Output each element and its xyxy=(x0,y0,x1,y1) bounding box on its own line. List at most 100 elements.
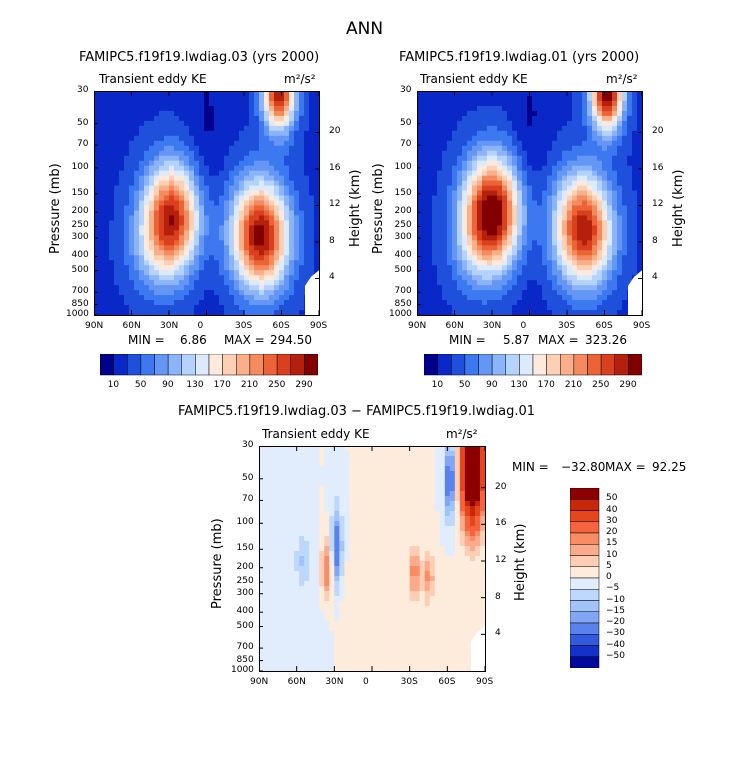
field-cell xyxy=(279,636,285,642)
field-cell xyxy=(339,546,345,552)
field-cell xyxy=(612,270,618,276)
field-cell xyxy=(104,185,110,192)
field-cell xyxy=(432,135,438,142)
field-cell xyxy=(284,190,290,197)
field-cell xyxy=(637,130,643,137)
field-cell xyxy=(229,250,235,256)
field-cell xyxy=(299,471,305,477)
field-cell xyxy=(269,180,275,187)
field-cell xyxy=(607,140,613,147)
field-cell xyxy=(184,165,190,172)
field-cell xyxy=(432,195,438,202)
field-cell xyxy=(522,235,528,241)
field-cell xyxy=(309,220,315,226)
field-cell xyxy=(244,290,250,296)
field-cell xyxy=(537,290,543,296)
field-cell xyxy=(567,225,573,231)
field-cell xyxy=(234,100,240,107)
field-cell xyxy=(427,300,433,306)
field-cell xyxy=(304,205,310,212)
field-cell xyxy=(269,170,275,177)
field-cell xyxy=(294,135,300,142)
field-cell xyxy=(637,185,643,192)
field-cell xyxy=(199,95,205,102)
field-cell xyxy=(339,511,345,517)
field-cell xyxy=(622,95,628,102)
field-cell xyxy=(507,200,513,207)
field-cell xyxy=(602,120,608,127)
field-cell xyxy=(522,215,528,222)
field-cell xyxy=(219,310,225,316)
field-cell xyxy=(309,150,315,157)
field-cell xyxy=(244,200,250,207)
field-cell xyxy=(294,285,300,291)
field-cell xyxy=(567,200,573,207)
field-cell xyxy=(279,220,285,226)
field-cell xyxy=(279,255,285,261)
field-cell xyxy=(124,300,130,306)
field-cell xyxy=(587,280,593,286)
field-cell xyxy=(532,295,538,301)
field-cell xyxy=(179,140,185,147)
field-cell xyxy=(254,190,260,197)
field-cell xyxy=(139,235,145,241)
field-cell xyxy=(437,205,443,212)
field-cell xyxy=(637,145,643,152)
field-cell xyxy=(279,240,285,246)
field-cell xyxy=(417,310,423,316)
field-cell xyxy=(552,250,558,256)
field-cell xyxy=(294,456,300,462)
field-cell xyxy=(427,145,433,152)
field-cell xyxy=(249,250,255,256)
field-cell xyxy=(159,150,165,157)
field-cell xyxy=(637,170,643,177)
field-cell xyxy=(442,175,448,182)
field-cell xyxy=(457,91,463,97)
field-cell xyxy=(149,115,155,122)
field-cell xyxy=(199,290,205,296)
field-cell xyxy=(129,205,135,212)
field-cell xyxy=(507,150,513,157)
field-cell xyxy=(622,265,628,271)
field-cell xyxy=(189,295,195,301)
field-cell xyxy=(119,115,125,122)
field-cell xyxy=(204,190,210,197)
field-cell xyxy=(264,150,270,157)
field-cell xyxy=(442,115,448,122)
field-cell xyxy=(224,110,230,117)
field-cell xyxy=(304,491,310,497)
field-cell xyxy=(324,486,330,492)
field-cell xyxy=(557,135,563,142)
field-cell xyxy=(284,486,290,492)
field-cell xyxy=(179,290,185,296)
field-cell xyxy=(284,621,290,627)
field-cell xyxy=(154,265,160,271)
field-cell xyxy=(279,641,285,647)
field-cell xyxy=(477,95,483,102)
field-cell xyxy=(139,305,145,311)
field-cell xyxy=(532,240,538,246)
field-cell xyxy=(179,95,185,102)
field-cell xyxy=(294,596,300,602)
field-cell xyxy=(94,95,100,102)
field-cell xyxy=(447,195,453,202)
field-cell xyxy=(234,115,240,122)
field-cell xyxy=(244,125,250,132)
field-cell xyxy=(472,310,478,316)
field-cell xyxy=(264,145,270,152)
field-cell xyxy=(124,305,130,311)
field-cell xyxy=(244,220,250,226)
field-cell xyxy=(109,115,115,122)
field-cell xyxy=(274,546,280,552)
field-cell xyxy=(329,616,335,622)
field-cell xyxy=(422,235,428,241)
field-cell xyxy=(542,295,548,301)
field-cell xyxy=(194,200,200,207)
field-cell xyxy=(557,120,563,127)
field-cell xyxy=(269,150,275,157)
field-cell xyxy=(542,275,548,281)
field-cell xyxy=(269,581,275,587)
field-cell xyxy=(259,531,265,537)
field-cell xyxy=(324,641,330,647)
field-cell xyxy=(572,280,578,286)
